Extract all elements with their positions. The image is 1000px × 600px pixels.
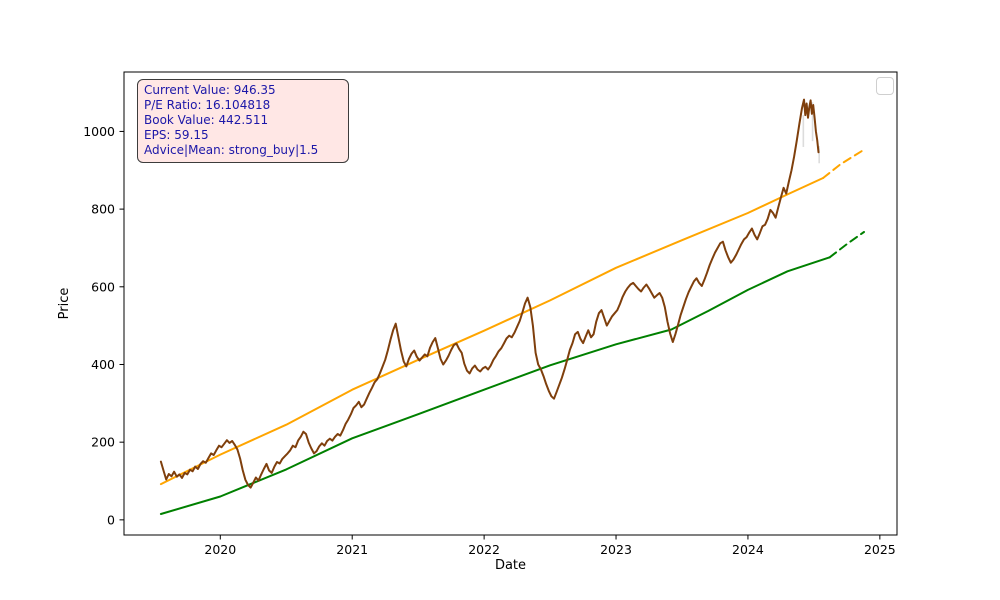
x-tick-label: 2023: [600, 542, 632, 557]
support-line: [159, 256, 831, 515]
info-line-book-value: Book Value: 442.511: [144, 112, 269, 127]
resistance-forecast-line: [822, 148, 865, 179]
axes-frame: [123, 71, 898, 536]
y-axis-label: Price: [57, 288, 72, 320]
legend-box: [876, 77, 894, 95]
info-line-eps: EPS: 59.15: [144, 127, 209, 142]
support-forecast-line: [828, 231, 865, 259]
y-tick-label: 1000: [83, 124, 115, 139]
y-tick-label: 200: [91, 435, 115, 450]
y-tick-label: 0: [107, 512, 115, 527]
y-tick-label: 800: [91, 202, 115, 217]
x-axis-label: Date: [495, 558, 526, 573]
y-tick-label: 400: [91, 357, 115, 372]
x-tick-label: 2021: [336, 542, 368, 557]
info-line-pe-ratio: P/E Ratio: 16.104818: [144, 97, 271, 112]
info-line-advice: Advice|Mean: strong_buy|1.5: [144, 142, 319, 157]
x-tick-label: 2025: [864, 542, 896, 557]
info-box: Current Value: 946.35 P/E Ratio: 16.1048…: [137, 79, 349, 163]
x-tick-label: 2024: [732, 542, 764, 557]
x-tick-label: 2020: [204, 542, 236, 557]
resistance-line: [159, 177, 825, 486]
x-tick-label: 2022: [468, 542, 500, 557]
price-line: [159, 98, 820, 489]
y-tick-label: 600: [91, 279, 115, 294]
info-line-current-value: Current Value: 946.35: [144, 83, 276, 97]
